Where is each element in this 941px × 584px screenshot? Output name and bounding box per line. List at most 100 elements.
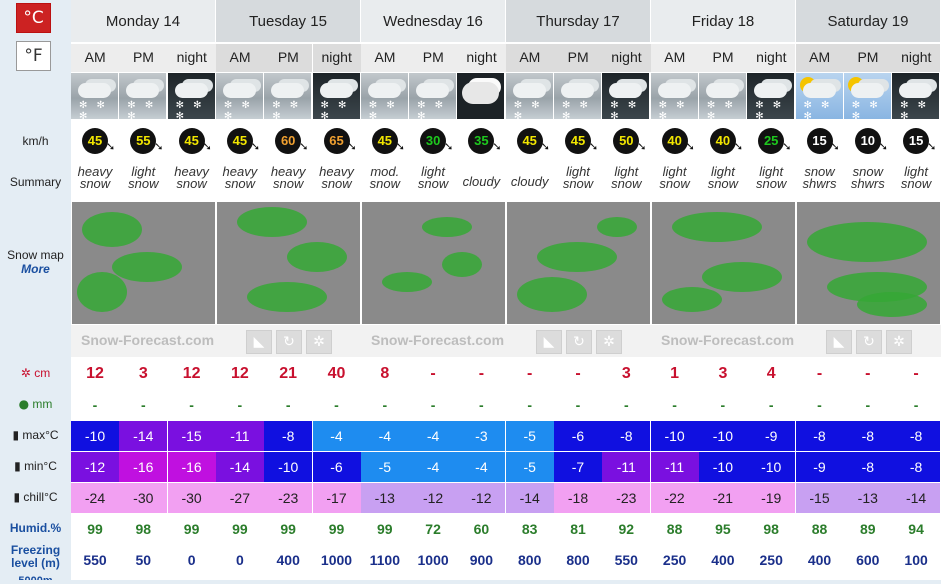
summary-line: snow	[417, 176, 449, 191]
freezing-level-value: 100	[904, 552, 928, 568]
min-temp-value: -4	[409, 452, 458, 482]
rain-mm-value: -	[527, 397, 533, 413]
summary-line: light	[614, 164, 639, 179]
precip-area	[237, 207, 307, 237]
max-temp-value: -8	[892, 421, 941, 451]
fahrenheit-button[interactable]: °F	[16, 41, 51, 71]
expand-icon[interactable]: ◣	[246, 330, 272, 354]
snow-map-image[interactable]	[652, 202, 795, 324]
precip-area	[662, 287, 722, 312]
settings-icon[interactable]: ✲	[596, 330, 622, 354]
wind-speed-badge: 50	[613, 128, 640, 154]
precip-area	[702, 262, 782, 292]
more-link[interactable]: More	[21, 262, 50, 276]
snowflakes: ✻ ✻ ✻	[272, 100, 302, 122]
refresh-icon[interactable]: ↻	[566, 330, 592, 354]
expand-icon[interactable]: ◣	[536, 330, 562, 354]
period-label: AM	[505, 44, 554, 72]
min-temp-row: -12 -16 -16 -14 -10 -6 -5 -4 -4 -5 -7 -11 -11 -10 -10-…	[71, 452, 941, 482]
refresh-icon[interactable]: ↻	[276, 330, 302, 354]
wind-speed-badge: 40	[661, 128, 688, 154]
cloud-shape	[512, 83, 546, 98]
cloud-shape	[271, 83, 305, 98]
snowflakes: ✻ ✻ ✻	[513, 100, 543, 122]
snow-cm-value: -	[430, 365, 436, 382]
period-label: night	[602, 44, 651, 72]
summary-line: snow	[756, 176, 787, 191]
rain-mm-value: -	[479, 397, 484, 413]
summary-line: heavy	[222, 164, 258, 179]
cloud-shape	[561, 83, 594, 98]
wind-speed-badge: 45	[516, 128, 543, 154]
map-graphic	[797, 202, 940, 324]
max-temp-value: -10	[650, 421, 699, 451]
snow-map-image[interactable]	[217, 202, 360, 324]
humidity-value: 81	[570, 521, 586, 537]
rain-mm-row: ------------------	[71, 390, 941, 420]
snow-map-image[interactable]	[507, 202, 650, 324]
snow-cm-value: -	[816, 365, 823, 382]
forecast-summary: heavy snow	[313, 165, 361, 191]
cloud-shape	[850, 83, 884, 98]
min-temp-value: -7	[554, 452, 602, 482]
humidity-value: 98	[763, 521, 779, 537]
cloud-shape	[126, 83, 160, 98]
snow-cm-value: 12	[86, 365, 104, 382]
summary-line: snow	[273, 176, 304, 191]
cloud-shape	[367, 83, 401, 98]
max-temp-label: ▮ max°C	[12, 428, 59, 442]
snow-night-icon: ✻ ✻ ✻	[892, 73, 940, 122]
forecast-summary: snow shwrs	[844, 165, 892, 190]
max-temp-value: -10	[71, 421, 119, 451]
period-label: PM	[409, 44, 458, 72]
snowflakes: ✻ ✻ ✻	[368, 100, 398, 122]
precip-area	[247, 282, 327, 312]
min-temp-value: -9	[795, 452, 844, 482]
wind-speed-badge: 15	[903, 128, 930, 154]
snowflakes: ✻ ✻ ✻	[175, 100, 205, 122]
day-header: Friday 18	[651, 0, 796, 42]
snow-map-image[interactable]	[797, 202, 940, 324]
refresh-icon[interactable]: ↻	[856, 330, 882, 354]
rain-mm-value: -	[768, 397, 774, 413]
cloud-shape	[416, 83, 450, 98]
settings-icon[interactable]: ✲	[306, 330, 332, 354]
wind-direction-arrow-icon: ➘	[782, 140, 792, 153]
summary-line: mod.	[370, 164, 400, 179]
min-temp-value: -6	[312, 452, 361, 482]
rain-mm-value: -	[575, 397, 581, 413]
min-temp-value: -10	[264, 452, 313, 482]
snow-cm-value: 4	[766, 365, 776, 382]
period-label: AM	[795, 44, 844, 72]
chill-temp-value: -19	[747, 483, 796, 513]
humidity-value: 99	[328, 521, 345, 537]
wind-speed-badge: 45	[226, 128, 253, 154]
wind-speed-badge: 30	[420, 128, 447, 154]
freezing-level-value: 0	[187, 552, 196, 568]
humidity-value: 89	[860, 521, 876, 537]
humidity-label: Humid.%	[9, 521, 62, 535]
max-temp-value: -9	[747, 421, 796, 451]
cloud-shape	[609, 83, 643, 98]
freezing-level-label: Freezing level (m)	[10, 543, 61, 570]
day-header: Wednesday 16	[361, 0, 506, 42]
wind-speed-badge: 45	[371, 128, 398, 154]
wind-direction-arrow-icon: ➘	[492, 140, 502, 153]
thermometer-icon: ▮	[13, 490, 21, 504]
rain-mm-value: -	[672, 397, 677, 413]
cloud-shape	[899, 83, 933, 98]
snow-map-image[interactable]	[72, 202, 215, 324]
summary-line: heavy	[174, 164, 209, 179]
snow-map-image[interactable]	[362, 202, 505, 324]
wind-direction-arrow-icon: ➘	[106, 140, 116, 153]
freezing-level-value: 550	[83, 552, 107, 568]
summary-line: cloudy	[462, 174, 501, 189]
cloud-shape	[754, 83, 788, 98]
snowflakes: ✻ ✻ ✻	[127, 100, 157, 122]
min-temp-value: -10	[747, 452, 796, 482]
celsius-button[interactable]: °C	[16, 3, 51, 33]
summary-line: snow	[321, 176, 352, 191]
humidity-value: 99	[377, 521, 393, 537]
expand-icon[interactable]: ◣	[826, 330, 852, 354]
settings-icon[interactable]: ✲	[886, 330, 912, 354]
